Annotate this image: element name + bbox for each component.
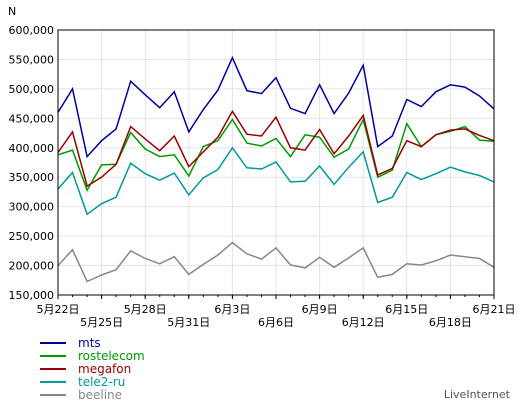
x-tick-label: 5月22日 [37,303,80,316]
y-tick-label: 300,000 [9,201,55,214]
x-tick-label: 6月9日 [302,303,338,316]
x-tick-label: 5月28日 [124,303,167,316]
x-tick-label: 5月31日 [167,316,210,329]
y-axis: 150,000 200,000 250,000 300,000 350,000 400,0… [9,24,55,302]
x-tick-label: 6月12日 [342,316,385,329]
y-tick-label: 550,000 [9,53,55,66]
y-tick-label: 350,000 [9,171,55,184]
series-line-megafon [57,109,495,188]
y-tick-label: 250,000 [9,230,55,243]
series-lines [57,55,495,283]
x-axis: 5月22日5月25日5月28日5月31日6月3日6月6日6月9日6月12日6月1… [37,295,516,329]
series-line-mts [57,55,495,159]
plot-frame [57,29,495,296]
legend-label-beeline: beeline [78,388,122,402]
y-tick-label: 400,000 [9,142,55,155]
y-tick-label: 500,000 [9,83,55,96]
y-tick-label: 600,000 [9,24,55,37]
series-line-tele2-ru [57,146,495,216]
legend-label-megafon: megafon [78,362,131,376]
x-tick-label: 5月25日 [80,316,123,329]
y-unit-label: N [8,5,16,18]
legend-label-rostelecom: rostelecom [78,349,145,363]
series-line-beeline [57,241,495,283]
y-tick-label: 200,000 [9,260,55,273]
y-tick-label: 450,000 [9,112,55,125]
x-tick-label: 6月15日 [385,303,428,316]
legend-label-mts: mts [78,336,101,350]
legend-label-tele2-ru: tele2-ru [78,375,125,389]
x-tick-label: 6月3日 [214,303,250,316]
x-tick-label: 6月18日 [429,316,472,329]
x-tick-label: 6月6日 [258,316,294,329]
x-tick-label: 6月21日 [473,303,516,316]
y-tick-label: 150,000 [9,289,55,302]
brand-label: LiveInternet [444,388,511,401]
